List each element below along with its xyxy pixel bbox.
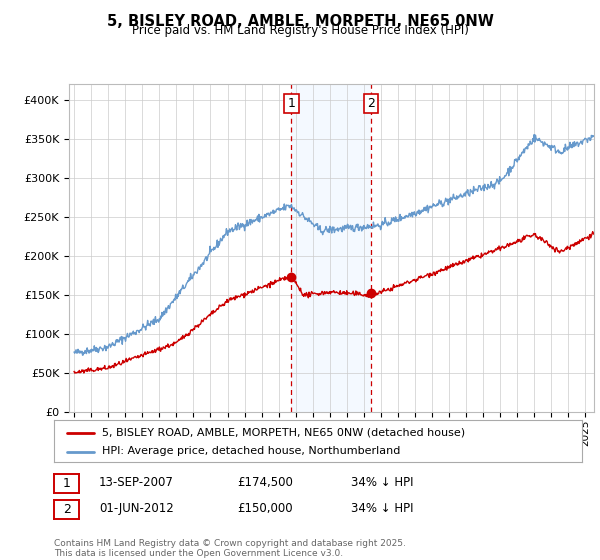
Text: 13-SEP-2007: 13-SEP-2007 bbox=[99, 476, 174, 489]
Text: 2: 2 bbox=[62, 502, 71, 516]
Text: £150,000: £150,000 bbox=[237, 502, 293, 515]
Text: 2: 2 bbox=[367, 97, 374, 110]
Text: 5, BISLEY ROAD, AMBLE, MORPETH, NE65 0NW (detached house): 5, BISLEY ROAD, AMBLE, MORPETH, NE65 0NW… bbox=[101, 428, 464, 437]
Text: 1: 1 bbox=[287, 97, 295, 110]
Text: 1: 1 bbox=[62, 477, 71, 490]
Text: Price paid vs. HM Land Registry's House Price Index (HPI): Price paid vs. HM Land Registry's House … bbox=[131, 24, 469, 37]
Text: 34% ↓ HPI: 34% ↓ HPI bbox=[351, 502, 413, 515]
Text: £174,500: £174,500 bbox=[237, 476, 293, 489]
Text: 5, BISLEY ROAD, AMBLE, MORPETH, NE65 0NW: 5, BISLEY ROAD, AMBLE, MORPETH, NE65 0NW bbox=[107, 14, 493, 29]
Text: HPI: Average price, detached house, Northumberland: HPI: Average price, detached house, Nort… bbox=[101, 446, 400, 456]
Text: Contains HM Land Registry data © Crown copyright and database right 2025.
This d: Contains HM Land Registry data © Crown c… bbox=[54, 539, 406, 558]
Text: 01-JUN-2012: 01-JUN-2012 bbox=[99, 502, 174, 515]
Bar bbox=[292, 84, 371, 412]
Text: 34% ↓ HPI: 34% ↓ HPI bbox=[351, 476, 413, 489]
